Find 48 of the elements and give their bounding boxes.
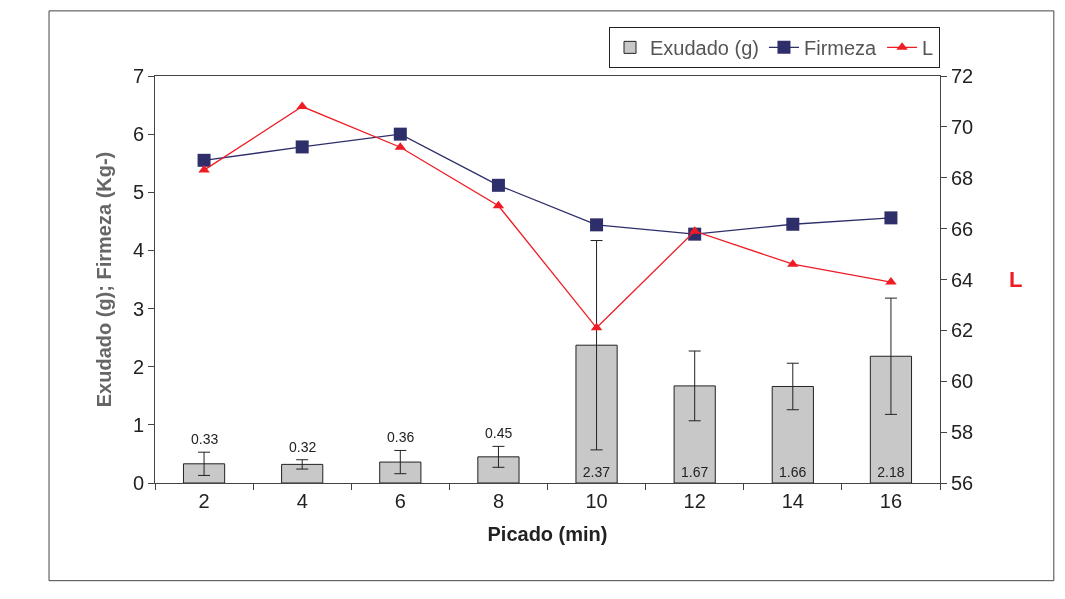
data-label: 0.32 bbox=[289, 439, 317, 455]
point bbox=[590, 218, 604, 232]
y2-tick-label: 60 bbox=[951, 370, 974, 393]
y2-tick-label: 70 bbox=[951, 115, 974, 138]
point bbox=[786, 217, 800, 231]
legend-label: Firmeza bbox=[803, 37, 878, 60]
y2-tick-label: 72 bbox=[951, 65, 974, 87]
point bbox=[197, 153, 211, 167]
y-tick-label: 1 bbox=[132, 413, 144, 436]
y2-tick-label: 68 bbox=[951, 166, 974, 189]
data-label: 0.36 bbox=[387, 429, 415, 445]
point bbox=[393, 127, 407, 141]
data-label: 1.66 bbox=[779, 464, 807, 480]
point bbox=[884, 211, 898, 225]
y-axis-title: Exudado (g); Firmeza (Kg-) bbox=[93, 151, 116, 408]
x-tick-label: 16 bbox=[879, 490, 903, 512]
y-tick-label: 2 bbox=[132, 355, 144, 378]
y-tick-label: 5 bbox=[132, 181, 144, 204]
legend-label: Exudado (g) bbox=[650, 37, 759, 60]
data-label: 1.67 bbox=[680, 464, 709, 480]
y-tick-label: 3 bbox=[132, 297, 144, 320]
x-axis-title: Picado (min) bbox=[487, 522, 608, 545]
x-tick-label: 4 bbox=[296, 490, 308, 512]
data-label: 2.18 bbox=[877, 464, 905, 480]
y2-tick-label: 66 bbox=[951, 217, 974, 240]
y-tick-label: 4 bbox=[132, 239, 144, 262]
y2-tick-label: 58 bbox=[951, 421, 974, 444]
y-tick-label: 7 bbox=[132, 65, 144, 87]
y2-tick-label: 56 bbox=[951, 472, 974, 494]
point bbox=[491, 178, 505, 192]
data-label: 0.33 bbox=[191, 431, 219, 447]
point bbox=[296, 101, 308, 110]
x-tick-label: 6 bbox=[394, 490, 406, 512]
legend-label: L bbox=[922, 37, 934, 60]
y2-tick-label: 64 bbox=[951, 268, 974, 291]
x-tick-label: 12 bbox=[683, 490, 706, 512]
x-tick-label: 2 bbox=[198, 490, 210, 512]
y2-axis-title: L bbox=[1009, 267, 1023, 292]
data-label: 2.37 bbox=[582, 464, 611, 480]
y-tick-label: 6 bbox=[132, 123, 144, 146]
x-tick-label: 14 bbox=[781, 490, 804, 512]
y-tick-label: 0 bbox=[132, 472, 144, 494]
bar bbox=[281, 463, 324, 483]
y2-tick-label: 62 bbox=[951, 319, 974, 342]
data-label: 0.45 bbox=[485, 425, 513, 441]
point bbox=[295, 140, 309, 154]
x-tick-label: 8 bbox=[492, 490, 504, 512]
x-tick-label: 10 bbox=[585, 490, 608, 512]
